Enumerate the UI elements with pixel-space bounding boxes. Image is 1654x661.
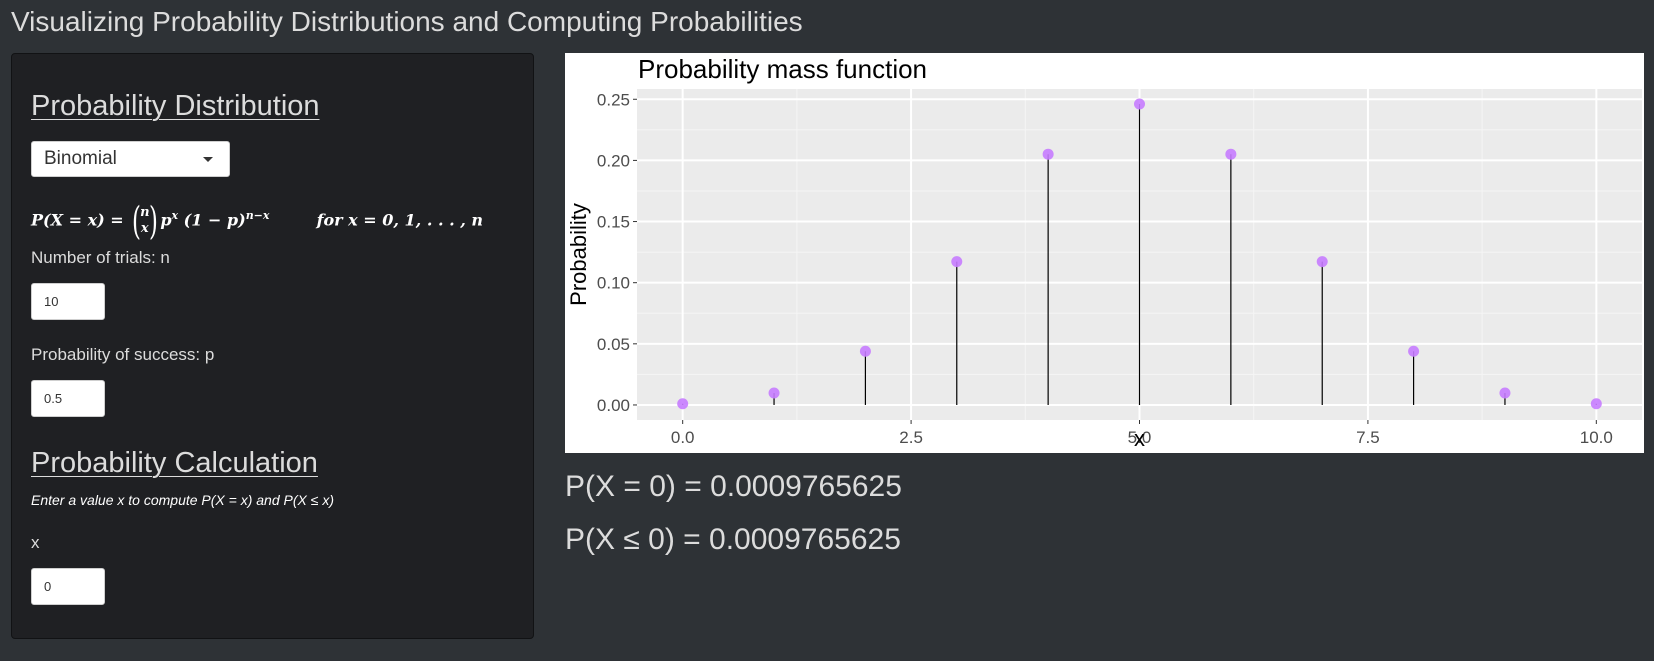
- pmf-point: [859, 345, 871, 357]
- binom-top: n: [140, 205, 150, 220]
- formula-exp-nx: n−x: [245, 209, 270, 223]
- pmf-point: [1225, 148, 1237, 160]
- pmf-point: [768, 387, 780, 399]
- pmf-chart-svg: 0.0 2.5 5.0 7.5 10.0 0.00 0.05 0.10 0.15 0.20 0.25…: [566, 54, 1642, 451]
- pmf-point: [1316, 256, 1328, 268]
- trials-input[interactable]: [31, 283, 105, 320]
- y-tick-label: 0.25: [597, 90, 630, 109]
- sidebar-panel: Probability Distribution Binomial P(X = …: [11, 53, 534, 639]
- x-tick-label: 0.0: [671, 428, 695, 447]
- y-axis-label: Probability: [566, 203, 591, 306]
- y-tick-label: 0.00: [597, 396, 630, 415]
- y-tick-label: 0.20: [597, 151, 630, 170]
- prob-success-label: Probability of success: p: [31, 345, 215, 364]
- pmf-point: [1408, 345, 1420, 357]
- y-tick-label: 0.15: [597, 213, 630, 232]
- x-tick-label: 5.0: [1128, 428, 1152, 447]
- pmf-point: [1590, 398, 1602, 410]
- pmf-point: [1134, 98, 1145, 110]
- calculation-help-text: Enter a value x to compute P(X = x) and …: [31, 492, 334, 508]
- distribution-select[interactable]: Binomial: [31, 141, 230, 177]
- formula-domain: for x = 0, 1, . . . , n: [316, 210, 484, 230]
- pmf-point: [951, 256, 963, 268]
- x-tick-label: 2.5: [899, 428, 923, 447]
- pmf-result: P(X = 0) = 0.0009765625: [565, 470, 902, 503]
- distribution-select-value: Binomial: [44, 148, 117, 169]
- x-tick-label: 10.0: [1580, 428, 1613, 447]
- distribution-heading: Probability Distribution: [31, 90, 320, 122]
- formula-lhs: P(X = x) =: [31, 210, 124, 230]
- y-tick-label: 0.05: [597, 335, 630, 354]
- pmf-point: [677, 398, 689, 410]
- formula-p: p: [160, 210, 172, 230]
- binom-bottom: x: [140, 221, 149, 236]
- y-tick-label: 0.10: [597, 274, 630, 293]
- formula-mid: (1 − p): [183, 210, 246, 230]
- x-input[interactable]: [31, 568, 105, 605]
- formula-exp-x: x: [171, 209, 179, 223]
- binomial-formula: P(X = x) = (n x) px (1 − p)n−x for x = 0, …: [31, 199, 484, 243]
- calculation-heading: Probability Calculation: [31, 447, 318, 479]
- pmf-plot: 0.0 2.5 5.0 7.5 10.0 0.00 0.05 0.10 0.15 0.20 0.25…: [565, 53, 1644, 453]
- x-tick-label: 7.5: [1356, 428, 1380, 447]
- trials-label: Number of trials: n: [31, 248, 170, 267]
- chart-title: Probability mass function: [638, 54, 927, 84]
- pmf-point: [1499, 387, 1511, 399]
- cdf-result: P(X ≤ 0) = 0.0009765625: [565, 523, 901, 556]
- x-axis-label: x: [1134, 426, 1145, 451]
- app-title: Visualizing Probability Distributions an…: [11, 6, 803, 37]
- prob-success-input[interactable]: [31, 380, 105, 417]
- x-label: x: [31, 533, 40, 552]
- pmf-point: [1042, 148, 1054, 160]
- caret-down-icon: [203, 157, 213, 162]
